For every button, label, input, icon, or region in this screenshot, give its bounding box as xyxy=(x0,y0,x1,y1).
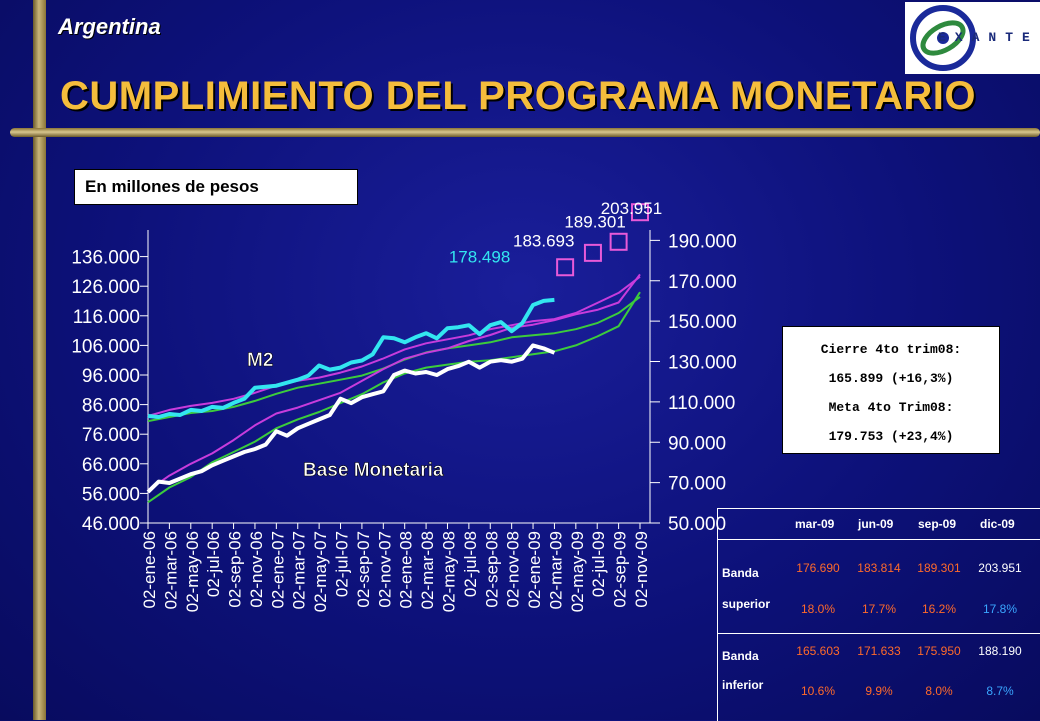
base-upper-band-line xyxy=(147,273,641,492)
exante-logo: EXANTE xyxy=(905,2,1040,74)
x-tick-label: 02-jul-07 xyxy=(333,531,352,597)
lower-value-sep: 175.950 xyxy=(917,644,961,658)
y-right-tick-label: 90.000 xyxy=(668,433,726,454)
lower-value-jun: 171.633 xyxy=(857,644,901,658)
upper-value-jun: 183.814 xyxy=(857,561,901,575)
y-right-tick-label: 190.000 xyxy=(668,231,737,252)
page-title: CUMPLIMIENTO DEL PROGRAMA MONETARIO xyxy=(60,74,977,118)
lower-band-label-1: Banda xyxy=(722,649,759,663)
x-tick-label: 02-nov-06 xyxy=(247,531,266,608)
logo-globe-icon xyxy=(910,5,976,71)
x-tick-label: 02-nov-08 xyxy=(504,531,523,608)
x-tick-label: 02-mar-06 xyxy=(161,531,180,609)
upper-value-mar: 176.690 xyxy=(796,561,840,575)
lower-pct-sep: 8.0% xyxy=(925,684,953,698)
target-marker xyxy=(631,203,649,222)
y-left-tick-label: 116.000 xyxy=(73,307,140,328)
x-tick-label: 02-sep-07 xyxy=(354,531,373,608)
x-tick-label: 02-jul-06 xyxy=(204,531,223,597)
lower-band-label-2: inferior xyxy=(722,678,764,692)
x-tick-label: 02-sep-08 xyxy=(482,531,501,608)
x-tick-label: 02-ene-07 xyxy=(268,531,287,609)
x-tick-label: 02-jul-09 xyxy=(589,531,608,597)
y-left-tick-label: 136.000 xyxy=(71,248,140,269)
info-line-3: Meta 4to Trim08: xyxy=(828,400,954,415)
y-left-tick-label: 66.000 xyxy=(82,455,140,476)
x-tick-label: 02-jul-08 xyxy=(461,531,480,597)
y-left-tick-label: 46.000 xyxy=(82,514,140,535)
upper-band-label-2: superior xyxy=(722,597,771,611)
upper-pct-jun: 17.7% xyxy=(861,602,897,616)
y-right-tick-label: 50.000 xyxy=(668,514,726,535)
gold-horizontal-bar xyxy=(10,128,1040,137)
x-tick-label: 02-mar-08 xyxy=(418,531,437,609)
target-marker xyxy=(556,258,575,277)
lower-pct-jun: 9.9% xyxy=(865,684,893,698)
m2-upper-band-line xyxy=(147,275,641,417)
last-m2-label: 178.498 xyxy=(449,248,510,267)
upper-pct-dic: 17.8% xyxy=(982,602,1018,616)
x-tick-label: 02-may-07 xyxy=(311,531,330,612)
x-tick-label: 02-nov-09 xyxy=(632,531,651,608)
col-header-jun-09: jun-09 xyxy=(858,517,894,531)
gold-vertical-bar xyxy=(33,0,46,720)
info-line-2: 165.899 (+16,3%) xyxy=(828,371,954,386)
band-table: mar-09 jun-09 sep-09 dic-09 Banda superi… xyxy=(717,508,1040,721)
series-label-m2: M2 xyxy=(247,350,273,371)
y-left-tick-label: 86.000 xyxy=(82,396,140,417)
x-tick-label: 02-sep-09 xyxy=(611,531,630,608)
y-left-tick-label: 96.000 xyxy=(82,366,140,387)
x-tick-label: 02-sep-06 xyxy=(226,531,245,608)
x-tick-label: 02-may-08 xyxy=(439,531,458,612)
y-left-tick-label: 76.000 xyxy=(82,425,140,446)
y-right-tick-label: 150.000 xyxy=(668,312,737,333)
y-right-tick-label: 70.000 xyxy=(668,474,726,495)
target-label: 189.301 xyxy=(564,212,625,231)
col-header-sep-09: sep-09 xyxy=(918,517,957,531)
x-tick-label: 02-ene-08 xyxy=(397,531,416,609)
col-header-dic-09: dic-09 xyxy=(980,517,1015,531)
lower-value-mar: 165.603 xyxy=(796,644,840,658)
target-label: 203.951 xyxy=(601,199,662,218)
lower-value-dic: 188.190 xyxy=(978,644,1022,658)
table-separator-mid xyxy=(718,633,1040,634)
x-tick-label: 02-mar-07 xyxy=(290,531,309,609)
lower-pct-dic: 8.7% xyxy=(986,684,1014,698)
y-right-tick-label: 170.000 xyxy=(668,272,737,293)
x-tick-label: 02-may-09 xyxy=(568,531,587,612)
logo-text: EXANTE xyxy=(938,30,1039,45)
y-left-tick-label: 126.000 xyxy=(71,277,140,298)
series-label-base: Base Monetaria xyxy=(303,460,444,481)
country-label: Argentina xyxy=(58,14,161,39)
upper-pct-sep: 16.2% xyxy=(921,602,957,616)
lower-pct-mar: 10.6% xyxy=(800,684,836,698)
target-label: 183.693 xyxy=(513,231,574,250)
unit-label: En millones de pesos xyxy=(74,169,358,205)
upper-value-sep: 189.301 xyxy=(917,561,961,575)
upper-pct-mar: 18.0% xyxy=(800,602,836,616)
x-tick-label: 02-ene-06 xyxy=(140,531,159,609)
x-tick-label: 02-ene-09 xyxy=(525,531,544,609)
info-line-4: 179.753 (+23,4%) xyxy=(828,429,954,444)
x-tick-label: 02-may-06 xyxy=(183,531,202,612)
table-separator-top xyxy=(718,539,1040,540)
target-marker xyxy=(583,243,602,262)
info-line-1: Cierre 4to trim08: xyxy=(820,342,962,357)
base-actual-line xyxy=(146,343,556,494)
m2-actual-line xyxy=(147,297,555,419)
upper-value-dic: 203.951 xyxy=(978,561,1022,575)
info-box: Cierre 4to trim08: 165.899 (+16,3%) Meta… xyxy=(782,326,1000,454)
y-left-tick-label: 106.000 xyxy=(71,336,140,357)
x-tick-label: 02-mar-09 xyxy=(546,531,565,609)
col-header-mar-09: mar-09 xyxy=(795,517,835,531)
x-tick-label: 02-nov-07 xyxy=(375,531,394,608)
y-right-tick-label: 130.000 xyxy=(668,353,737,374)
y-right-tick-label: 110.000 xyxy=(668,393,735,414)
y-left-tick-label: 56.000 xyxy=(82,484,140,505)
target-marker xyxy=(609,232,628,251)
upper-band-label-1: Banda xyxy=(722,566,759,580)
